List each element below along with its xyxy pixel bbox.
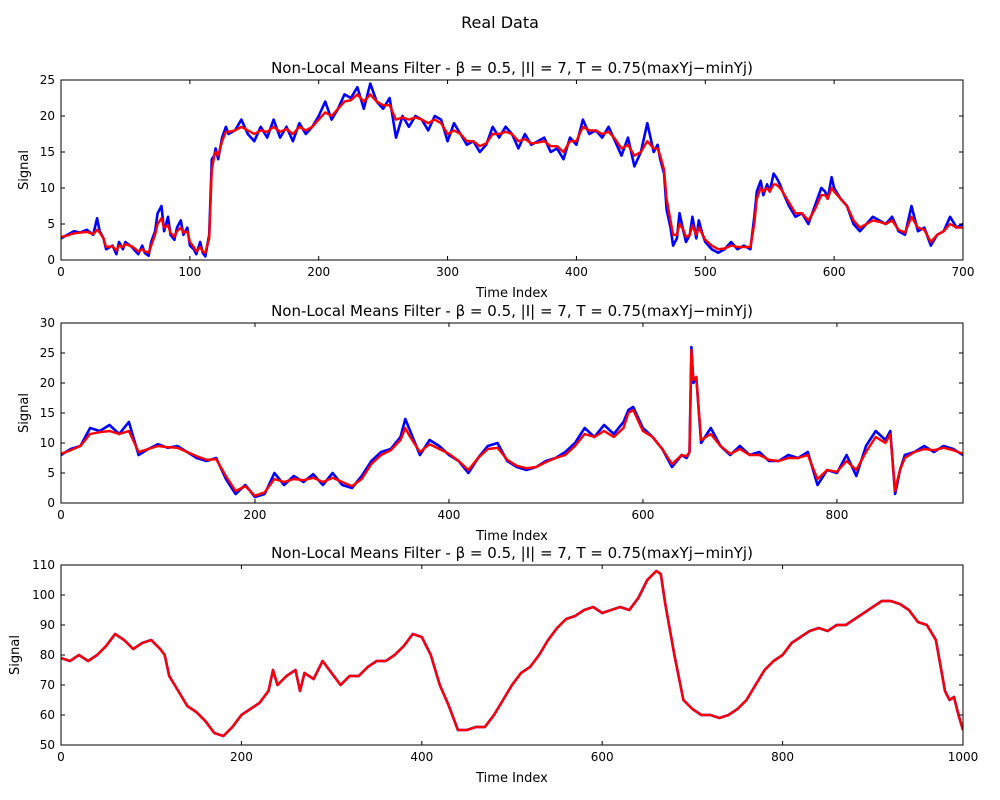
chart-1-title: Non-Local Means Filter - β = 0.5, |I| = … [271,59,753,77]
chart-2-x-axis-label: Time Index [475,529,548,544]
x-tick-label: 1000 [948,750,979,764]
chart-2-y-axis-label: Signal [17,393,32,433]
y-tick-label: 0 [47,496,55,510]
x-tick-label: 800 [771,750,794,764]
chart-3-x-axis-label: Time Index [475,771,548,786]
x-tick-label: 100 [178,265,201,279]
x-tick-label: 400 [565,265,588,279]
chart-2-title: Non-Local Means Filter - β = 0.5, |I| = … [271,302,753,320]
x-tick-label: 600 [591,750,614,764]
x-tick-label: 700 [952,265,975,279]
chart-2-series-red-line [61,348,963,497]
x-tick-label: 0 [57,265,65,279]
chart-3-title: Non-Local Means Filter - β = 0.5, |I| = … [271,544,753,562]
chart-1: Non-Local Means Filter - β = 0.5, |I| = … [17,59,974,301]
y-tick-label: 5 [47,217,55,231]
y-tick-label: 50 [40,738,55,752]
x-tick-label: 0 [57,508,65,522]
x-tick-label: 600 [823,265,846,279]
y-tick-label: 30 [40,316,55,330]
charts-container: Non-Local Means Filter - β = 0.5, |I| = … [8,59,978,786]
y-tick-label: 25 [40,346,55,360]
x-tick-label: 400 [410,750,433,764]
y-tick-label: 10 [40,436,55,450]
x-tick-label: 500 [694,265,717,279]
x-tick-label: 200 [230,750,253,764]
x-tick-label: 0 [57,750,65,764]
chart-1-axes-frame [60,79,964,261]
y-tick-label: 100 [32,588,55,602]
y-tick-label: 5 [47,466,55,480]
y-tick-label: 25 [40,73,55,87]
figure-suptitle: Real Data [461,13,539,32]
y-tick-label: 70 [40,678,55,692]
y-tick-label: 90 [40,618,55,632]
chart-2-axes-frame [60,322,964,504]
y-tick-label: 10 [40,181,55,195]
y-tick-label: 0 [47,253,55,267]
chart-2-series-blue-line [61,345,963,499]
x-tick-label: 800 [825,508,848,522]
y-tick-label: 110 [32,558,55,572]
chart-1-series-red-line [61,93,963,255]
x-tick-label: 200 [307,265,330,279]
chart-3-axes-frame [60,564,964,746]
chart-3-y-axis-label: Signal [8,635,23,675]
y-tick-label: 80 [40,648,55,662]
chart-1-x-axis-label: Time Index [475,286,548,301]
x-tick-label: 600 [631,508,654,522]
chart-3: Non-Local Means Filter - β = 0.5, |I| = … [8,544,978,786]
x-tick-label: 200 [244,508,267,522]
x-tick-label: 400 [438,508,461,522]
y-tick-label: 60 [40,708,55,722]
chart-2: Non-Local Means Filter - β = 0.5, |I| = … [17,302,964,544]
chart-1-series-blue-line [61,82,963,258]
y-tick-label: 15 [40,145,55,159]
x-tick-label: 300 [436,265,459,279]
chart-1-y-axis-label: Signal [17,150,32,190]
y-tick-label: 15 [40,406,55,420]
y-tick-label: 20 [40,376,55,390]
chart-3-series-red-line [61,569,963,738]
y-tick-label: 20 [40,109,55,123]
